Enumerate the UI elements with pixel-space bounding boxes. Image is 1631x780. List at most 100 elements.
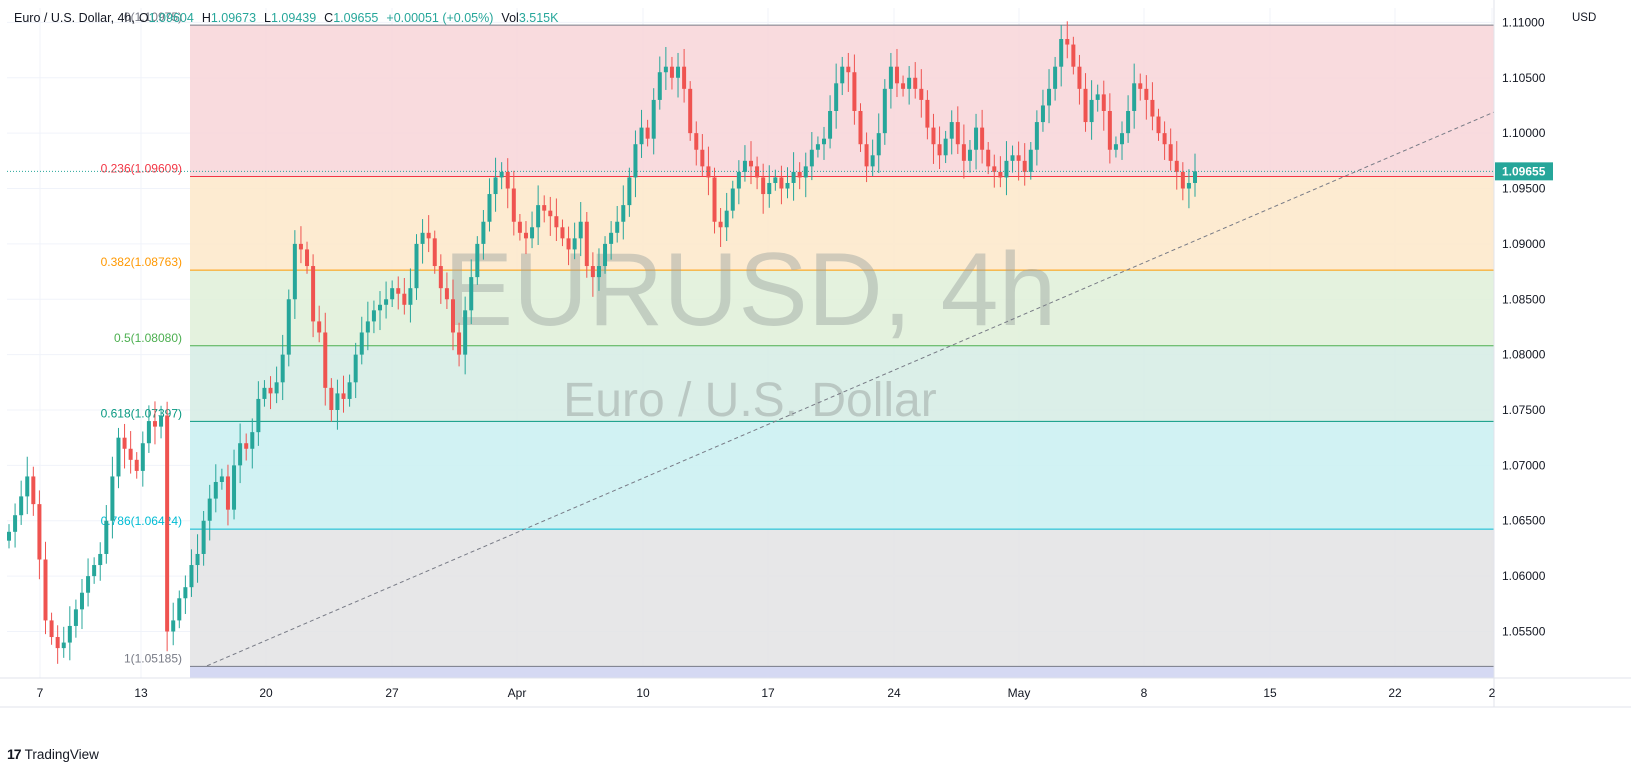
candle-up [19, 480, 24, 525]
candle-up [286, 289, 291, 367]
fib-level-label: 0.5(1.08080) [114, 331, 182, 345]
candle-up [967, 140, 972, 173]
fib-level-label: 0.236(1.09609) [101, 161, 182, 175]
candle-body [481, 221, 486, 244]
candle-body [171, 620, 176, 632]
candle-down [645, 119, 650, 147]
candle-down [37, 490, 42, 580]
price-tick-label: 1.08000 [1502, 348, 1546, 362]
tradingview-logo[interactable]: 17 TradingView [7, 746, 99, 762]
candle-body [359, 332, 364, 355]
candle-down [864, 132, 869, 183]
candle-body [1162, 133, 1167, 145]
candle-down [1022, 143, 1027, 186]
candle-up [463, 296, 468, 375]
candle-up [609, 221, 614, 260]
candle-body [426, 232, 431, 239]
candle-up [1113, 136, 1118, 158]
candle-up [907, 66, 912, 105]
symbol-title[interactable]: Euro / U.S. Dollar, 4h, [14, 11, 135, 25]
candle-body [809, 149, 814, 167]
fib-zone-extension [190, 666, 1494, 678]
candle-up [201, 510, 206, 566]
time-tick-label: Apr [508, 686, 527, 700]
candle-down [554, 198, 559, 242]
time-tick-label: May [1008, 686, 1031, 700]
candle-body [92, 565, 97, 577]
candle-body [31, 476, 36, 505]
candle-body [450, 299, 455, 333]
candle-down [43, 541, 48, 635]
time-tick-label: 10 [636, 686, 650, 700]
price-tick-label: 1.09500 [1502, 182, 1546, 196]
candle-body [225, 476, 230, 510]
candle-body [511, 188, 516, 222]
price-tick-label: 1.10500 [1502, 71, 1546, 85]
candle-body [590, 266, 595, 278]
candle-down [298, 226, 303, 264]
fib-level-label: 1(1.05185) [124, 651, 182, 665]
candle-up [1004, 141, 1009, 196]
candle-body [152, 421, 157, 427]
candle-up [13, 503, 18, 548]
candle-body [305, 249, 310, 267]
candle-body [901, 83, 906, 89]
change-value: +0.00051 (+0.05%) [386, 11, 494, 25]
candle-up [578, 202, 583, 257]
candle-up [870, 139, 875, 177]
candle-down [779, 165, 784, 205]
candle-up [785, 167, 790, 199]
fib-level-label: 0(1.10975) [124, 10, 182, 24]
candle-up [1089, 80, 1094, 140]
candle-body [444, 288, 449, 300]
candle-body [292, 243, 297, 300]
candle-up [250, 418, 255, 469]
candle-down [669, 56, 674, 90]
candle-body [1028, 149, 1033, 172]
candle-up [791, 152, 796, 201]
candle-body [821, 138, 826, 145]
candle-body [110, 476, 115, 521]
candle-up [146, 405, 151, 453]
candle-up [219, 468, 224, 490]
candle-body [213, 481, 218, 499]
candle-body [749, 160, 754, 167]
candle-body [402, 293, 407, 305]
candle-body [858, 110, 863, 145]
candle-body [505, 171, 510, 189]
candle-down [688, 81, 693, 141]
time-axis: 7 13 20 27 Apr 10 17 24 May 8 15 22 2 [37, 686, 1496, 700]
candle-body [530, 227, 535, 239]
candle-up [420, 219, 425, 264]
candle-body [706, 166, 711, 178]
candle-body [1065, 39, 1070, 45]
candle-up [183, 575, 188, 614]
candle-up [639, 109, 644, 158]
candle-down [584, 211, 589, 278]
candle-body [79, 592, 84, 610]
candle-down [438, 254, 443, 304]
fib-level-label: 0.618(1.07397) [101, 406, 182, 420]
candle-body [596, 266, 601, 278]
candle-up [1186, 169, 1191, 209]
candle-body [232, 465, 237, 510]
candle-body [43, 559, 48, 621]
candle-body [736, 171, 741, 189]
candle-body [870, 155, 875, 167]
price-tick-label: 1.08500 [1502, 292, 1546, 306]
candle-body [779, 177, 784, 189]
candle-down [937, 126, 942, 170]
candle-up [347, 374, 352, 407]
candle-up [882, 79, 887, 145]
candle-up [1047, 69, 1052, 124]
time-tick-label: 17 [761, 686, 775, 700]
candle-body [627, 177, 632, 206]
candle-up [949, 110, 954, 155]
candle-down [858, 103, 863, 152]
candle-body [1126, 110, 1131, 134]
candle-up [110, 456, 115, 539]
candle-down [548, 196, 553, 236]
candle-body [523, 232, 528, 239]
